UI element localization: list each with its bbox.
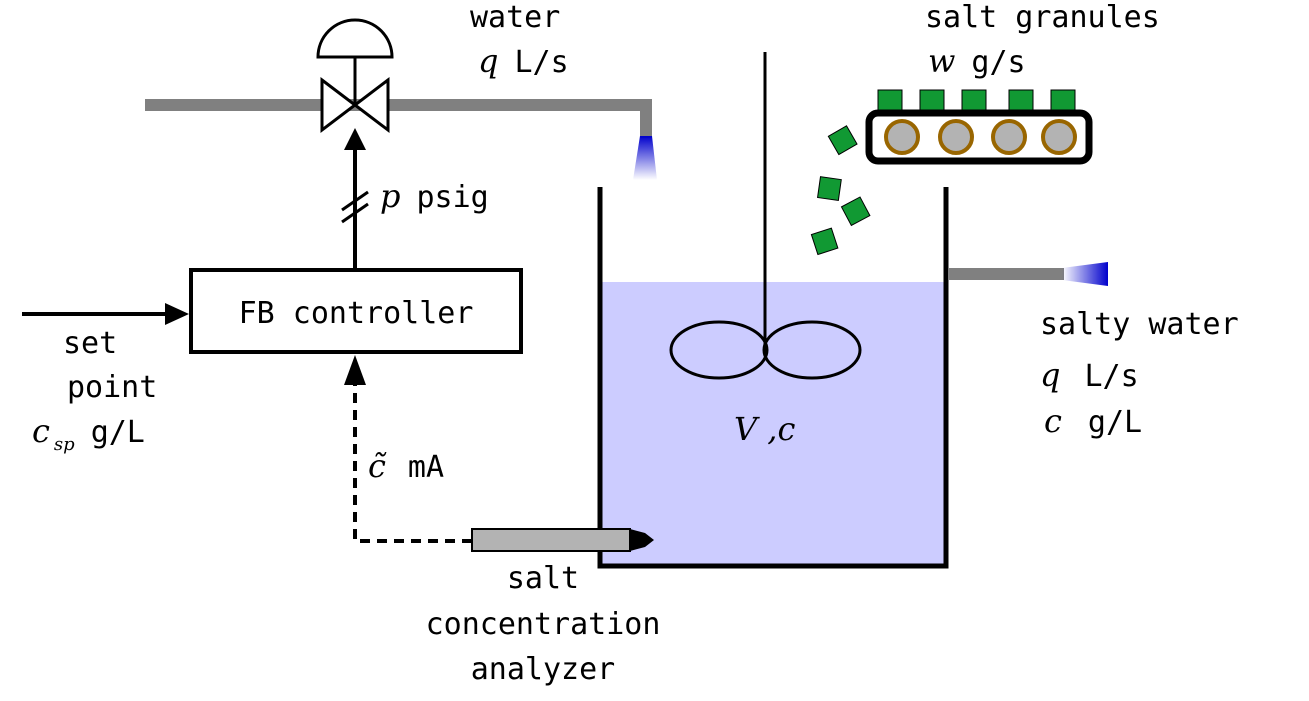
setpoint-label-line2: point bbox=[67, 370, 157, 405]
setpoint-value-label: c sp g/L bbox=[32, 412, 145, 455]
fb-controller-box bbox=[189, 268, 523, 354]
inlet-nozzle bbox=[633, 136, 657, 180]
analyzer-label-line3: analyzer bbox=[471, 652, 616, 687]
outlet-flow-label: q L/s bbox=[1040, 356, 1139, 394]
pressure-label: p psig bbox=[380, 177, 489, 215]
tank-walls bbox=[597, 187, 949, 569]
water-label: water bbox=[470, 0, 560, 35]
measurement-signal-line bbox=[344, 355, 472, 543]
analyzer-label-line1: salt bbox=[507, 561, 579, 596]
water-flow-label: q L/s bbox=[478, 42, 569, 80]
outlet-name-label: salty water bbox=[1040, 307, 1239, 342]
measurement-label: c̃ mA bbox=[368, 447, 444, 485]
fb-controller-label: FB controller bbox=[239, 296, 474, 331]
setpoint-label-line1: set bbox=[63, 326, 117, 361]
inlet-water-pipe bbox=[145, 99, 652, 138]
control-valve bbox=[316, 18, 394, 134]
analyzer-label-line2: concentration bbox=[426, 607, 661, 642]
outlet-nozzle bbox=[1062, 262, 1108, 286]
outlet-concentration-label: c g/L bbox=[1044, 402, 1142, 440]
setpoint-arrow bbox=[22, 303, 189, 325]
tank-label: V ,c bbox=[734, 410, 795, 448]
falling-salt-granules bbox=[810, 125, 871, 256]
salt-conveyor bbox=[865, 89, 1093, 165]
salt-granules-label: salt granules bbox=[925, 0, 1160, 35]
pneumatic-signal-line bbox=[341, 128, 369, 268]
analyzer-probe bbox=[471, 528, 654, 552]
tank-liquid bbox=[600, 282, 946, 566]
stirrer bbox=[669, 52, 862, 380]
salt-flow-label: w g/s bbox=[928, 42, 1026, 80]
